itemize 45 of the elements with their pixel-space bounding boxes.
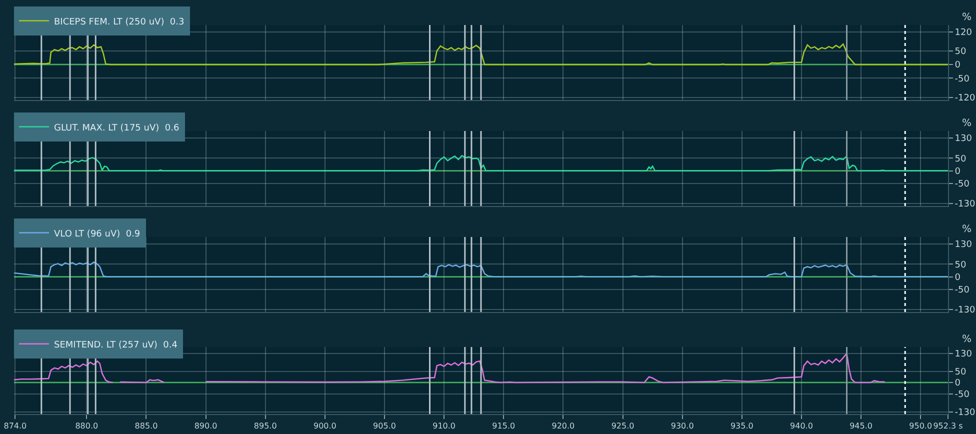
- x-tick-label: 915.0: [492, 422, 516, 431]
- y-tick-label: -130: [954, 408, 976, 418]
- y-tick-label: -50: [954, 286, 970, 296]
- y-tick-label: -50: [954, 390, 970, 400]
- y-tick-label: 120: [954, 28, 972, 38]
- x-tick-label: 925.0: [611, 422, 634, 431]
- x-tick-label: 890.0: [194, 422, 218, 431]
- y-axis-title: %: [962, 224, 972, 235]
- x-tick-label: 874.0: [4, 422, 27, 431]
- y-tick-label: 0: [954, 272, 961, 283]
- y-tick-label: 50: [954, 260, 967, 270]
- y-tick-label: 50: [954, 154, 967, 164]
- y-axis-title: %: [962, 12, 972, 23]
- y-tick-label: 130: [954, 349, 972, 360]
- x-tick-label: 930.0: [670, 422, 694, 431]
- y-tick-label: -130: [954, 200, 976, 210]
- x-tick-label: 950.0: [909, 422, 932, 431]
- y-tick-label: -130: [954, 306, 976, 316]
- legend-label: VLO LT (96 uV) 0.9: [54, 229, 140, 240]
- legend-label: BICEPS FEM. LT (250 uV) 0.3: [54, 17, 184, 28]
- y-tick-label: 130: [954, 134, 972, 144]
- x-tick-label: 880.0: [75, 422, 98, 431]
- x-tick-label: 935.0: [730, 422, 754, 431]
- legend-label: SEMITEND. LT (257 uV) 0.4: [54, 340, 178, 350]
- x-tick-label: 920.0: [552, 422, 575, 431]
- y-tick-label: 0: [954, 378, 961, 389]
- y-tick-label: -50: [954, 74, 970, 84]
- x-tick-label: 910.0: [432, 422, 456, 431]
- y-axis-title: %: [962, 334, 972, 345]
- x-tick-label: 900.0: [313, 422, 336, 431]
- y-tick-label: -50: [954, 180, 970, 190]
- x-tick-label: 895.0: [254, 422, 277, 431]
- y-tick-label: 50: [954, 47, 967, 58]
- y-tick-label: 130: [954, 240, 972, 250]
- x-tick-label: 945.0: [850, 422, 872, 431]
- x-tick-label: 905.0: [373, 422, 396, 431]
- y-tick-label: 0: [954, 60, 961, 71]
- x-tick-label: 940.0: [790, 422, 813, 431]
- legend-label: GLUT. MAX. LT (175 uV) 0.6: [54, 123, 180, 134]
- y-tick-label: -120: [954, 93, 976, 104]
- y-axis-title: %: [962, 118, 972, 129]
- x-tick-label: 952.3 s: [933, 422, 963, 431]
- x-tick-label: 885.0: [134, 422, 158, 431]
- y-tick-label: 50: [954, 367, 967, 378]
- y-tick-label: 0: [954, 166, 961, 177]
